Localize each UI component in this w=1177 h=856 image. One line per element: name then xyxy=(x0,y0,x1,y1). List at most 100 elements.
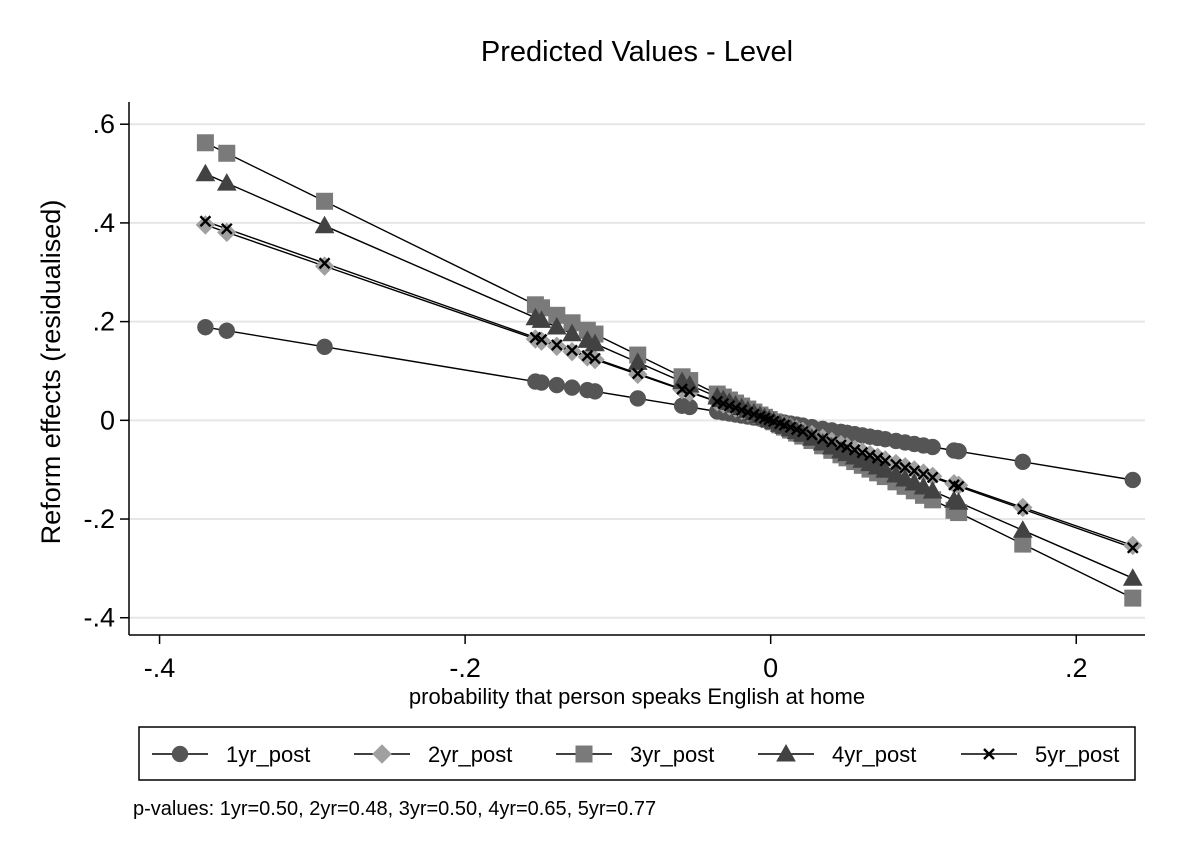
point-5yr_post xyxy=(848,444,861,456)
y-tick-label: .2 xyxy=(92,307,115,337)
y-tick-label: 0 xyxy=(100,405,115,435)
legend-label: 1yr_post xyxy=(226,742,310,767)
point-3yr_post xyxy=(196,134,214,152)
y-tick-label: .6 xyxy=(92,109,115,139)
legend-marker-4yr_post xyxy=(776,743,796,762)
point-3yr_post xyxy=(316,192,334,210)
point-2yr_post xyxy=(195,215,216,235)
point-1yr_post xyxy=(586,383,604,400)
point-4yr_post xyxy=(802,428,822,446)
point-4yr_post xyxy=(1012,520,1033,538)
series-line-1yr_post xyxy=(205,326,1133,481)
point-4yr_post xyxy=(585,333,605,352)
point-5yr_post xyxy=(926,471,939,484)
point-5yr_post xyxy=(806,428,818,441)
point-1yr_post xyxy=(924,438,941,456)
legend: 1yr_post 2yr_post 3yr_post 4yr_post 5yr_post xyxy=(138,726,1136,781)
point-5yr_post xyxy=(952,480,965,493)
point-4yr_post xyxy=(627,352,648,370)
point-5yr_post xyxy=(796,425,809,438)
legend-item-5yr_post: 5yr_post xyxy=(961,742,1119,767)
x-axis-label: probability that person speaks English a… xyxy=(409,684,865,709)
point-5yr_post xyxy=(917,468,930,480)
legend-marker-1yr_post xyxy=(171,745,189,763)
axes: -.4 -.2 0 .2 .4 .6 -.4 -.2 0 .2 xyxy=(83,102,1145,683)
point-4yr_post xyxy=(546,317,567,335)
point-4yr_post xyxy=(314,215,335,234)
series-lines xyxy=(205,142,1134,599)
point-3yr_post xyxy=(1014,535,1032,553)
point-1yr_post xyxy=(533,374,550,391)
point-1yr_post xyxy=(548,376,566,394)
point-5yr_post xyxy=(589,352,601,365)
point-4yr_post xyxy=(562,323,582,342)
point-4yr_post xyxy=(531,310,552,328)
markers-5yr_post xyxy=(199,215,1139,554)
point-1yr_post xyxy=(563,379,581,396)
point-2yr_post xyxy=(314,256,335,276)
point-4yr_post xyxy=(195,163,216,182)
point-5yr_post xyxy=(825,435,838,448)
point-5yr_post xyxy=(879,454,892,467)
point-1yr_post xyxy=(218,322,236,339)
point-2yr_post xyxy=(1123,535,1143,556)
x-tick-label: -.2 xyxy=(449,653,481,683)
point-1yr_post xyxy=(1124,471,1142,489)
y-axis-label: Reform effects (residualised) xyxy=(36,200,66,545)
legend-label: 2yr_post xyxy=(428,742,512,767)
legend-item-2yr_post: 2yr_post xyxy=(354,742,512,767)
point-1yr_post xyxy=(1014,453,1032,471)
point-5yr_post xyxy=(220,222,233,235)
legend-label: 3yr_post xyxy=(630,742,714,767)
point-5yr_post xyxy=(199,215,212,228)
series-line-5yr_post xyxy=(205,220,1134,549)
point-5yr_post xyxy=(683,385,696,398)
y-tick-label: -.2 xyxy=(83,504,115,534)
series-line-3yr_post xyxy=(205,142,1134,599)
legend-label: 4yr_post xyxy=(832,742,916,767)
point-2yr_post xyxy=(217,222,237,243)
legend-marker-3yr_post xyxy=(575,745,593,763)
point-5yr_post xyxy=(908,465,921,477)
x-tick-label: .2 xyxy=(1065,653,1088,683)
point-5yr_post xyxy=(816,432,829,445)
series-markers xyxy=(195,134,1143,607)
point-5yr_post xyxy=(550,339,563,351)
point-5yr_post xyxy=(1016,503,1029,515)
legend-item-3yr_post: 3yr_post xyxy=(556,742,714,767)
point-4yr_post xyxy=(1122,568,1143,586)
point-1yr_post xyxy=(629,390,647,407)
series-line-4yr_post xyxy=(205,173,1134,579)
point-5yr_post xyxy=(676,383,688,395)
legend-item-1yr_post: 1yr_post xyxy=(152,742,310,767)
gridlines xyxy=(129,123,1145,619)
x-tick-label: -.4 xyxy=(144,653,176,683)
point-5yr_post xyxy=(890,458,902,471)
point-1yr_post xyxy=(950,443,967,460)
point-5yr_post xyxy=(581,349,594,362)
point-5yr_post xyxy=(1126,541,1139,554)
point-1yr_post xyxy=(197,318,214,336)
x-tick-label: 0 xyxy=(763,653,778,683)
point-5yr_post xyxy=(864,449,876,462)
legend-item-4yr_post: 4yr_post xyxy=(758,742,916,767)
point-1yr_post xyxy=(316,338,333,356)
y-tick-label: .4 xyxy=(92,208,115,238)
point-3yr_post xyxy=(218,144,236,162)
chart-title: Predicted Values - Level xyxy=(481,36,793,68)
point-4yr_post xyxy=(875,460,896,478)
point-5yr_post xyxy=(631,367,644,380)
point-5yr_post xyxy=(566,344,578,357)
point-5yr_post xyxy=(899,461,911,474)
legend-marker-2yr_post xyxy=(372,744,392,764)
point-3yr_post xyxy=(1124,589,1142,607)
point-5yr_post xyxy=(318,257,331,270)
point-4yr_post xyxy=(948,492,969,510)
legend-label: 5yr_post xyxy=(1035,742,1119,767)
markers-4yr_post xyxy=(195,163,1143,586)
point-4yr_post xyxy=(216,173,237,191)
legend-marker-5yr_post xyxy=(983,748,995,760)
point-5yr_post xyxy=(856,446,869,459)
point-5yr_post xyxy=(871,452,884,464)
